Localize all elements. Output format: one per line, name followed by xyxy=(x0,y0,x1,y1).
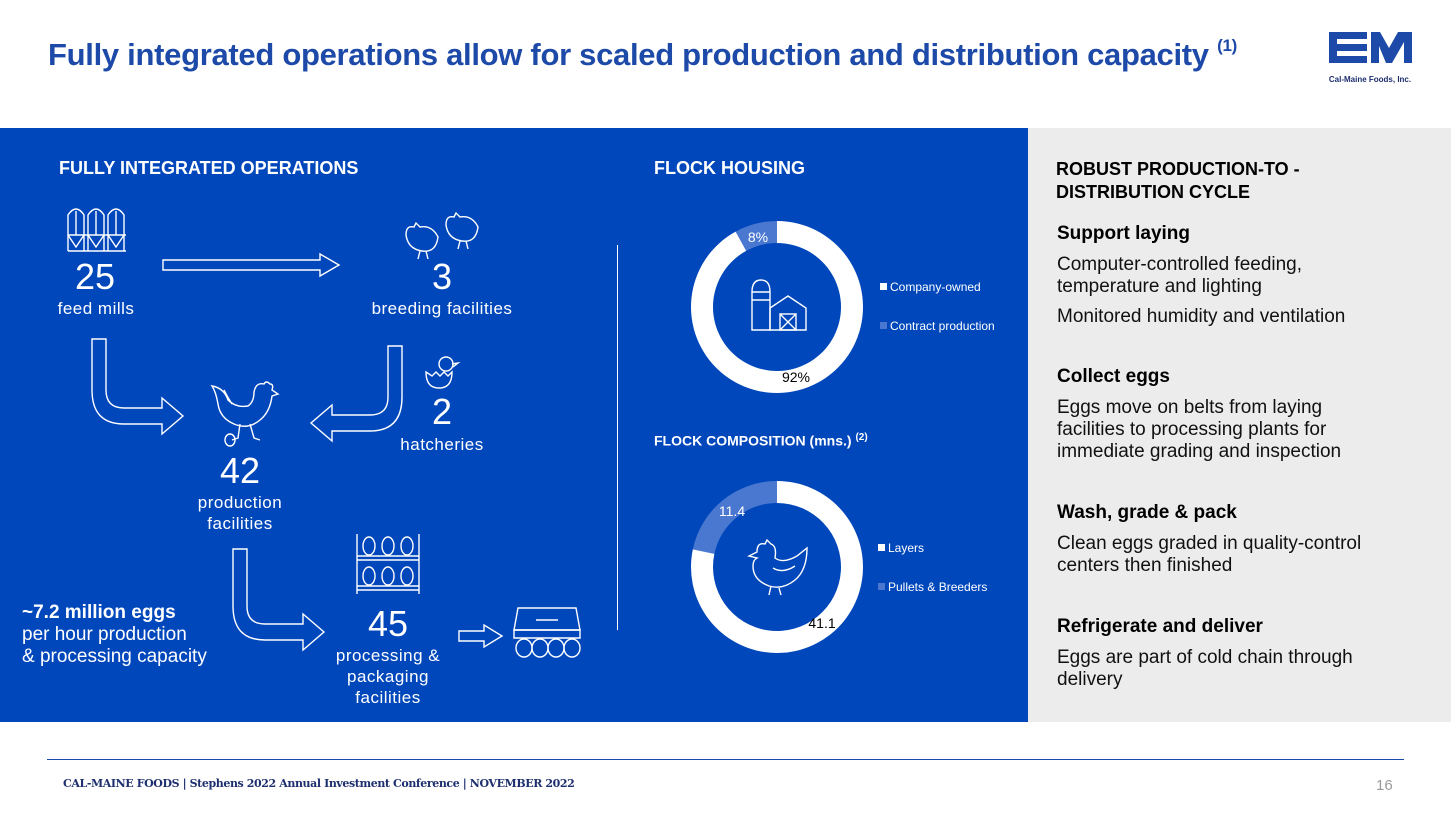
production-label-1: production xyxy=(197,493,283,512)
step-line: Computer-controlled feeding, xyxy=(1057,254,1303,275)
logo-text: Cal-Maine Foods, Inc. xyxy=(1328,75,1412,84)
composition-layers-value: 41.1 xyxy=(808,615,836,631)
step-line: temperature and lighting xyxy=(1057,276,1262,297)
step-line: facilities to processing plants for xyxy=(1057,419,1327,440)
step-line: Eggs are part of cold chain through xyxy=(1057,647,1353,668)
flock-composition-header: FLOCK COMPOSITION (mns.) (2) xyxy=(654,432,868,449)
step-line: Eggs move on belts from laying xyxy=(1057,397,1323,418)
step-line: immediate grading and inspection xyxy=(1057,441,1342,462)
curved-arrow-icon xyxy=(91,338,185,436)
egg-rack-icon xyxy=(356,534,420,594)
arrow-right-icon xyxy=(162,252,341,278)
legend-swatch xyxy=(880,322,887,329)
hen-icon xyxy=(746,538,808,596)
breeding-label: breeding facilities xyxy=(371,299,513,318)
arrow-right-small-icon xyxy=(458,623,504,649)
step-line: Monitored humidity and ventilation xyxy=(1057,306,1346,327)
curved-arrow-left-icon xyxy=(309,345,403,443)
egg-carton-icon xyxy=(513,607,581,658)
operations-panel xyxy=(0,128,1028,722)
step-title: Wash, grade & pack xyxy=(1057,502,1237,523)
footer-text: CAL-MAINE FOODS | Stephens 2022 Annual I… xyxy=(63,777,575,790)
step-line: centers then finished xyxy=(1057,555,1233,576)
breeding-count: 3 xyxy=(431,256,453,297)
cycle-step: Support laying Computer-controlled feedi… xyxy=(1057,223,1345,328)
page-number: 16 xyxy=(1376,777,1393,794)
step-title: Support laying xyxy=(1057,223,1190,244)
composition-legend-pullets: Pullets & Breeders xyxy=(878,580,987,594)
capacity-note: ~7.2 million eggs per hour production & … xyxy=(22,602,207,668)
composition-pullets-value: 11.4 xyxy=(718,503,746,519)
composition-legend-layers: Layers xyxy=(878,541,924,555)
cal-maine-logo xyxy=(1329,32,1412,63)
processing-label-1: processing & xyxy=(335,646,441,665)
rooster-icon xyxy=(210,381,280,447)
operations-header: FULLY INTEGRATED OPERATIONS xyxy=(59,158,359,178)
cycle-step: Collect eggs Eggs move on belts from lay… xyxy=(1057,366,1341,463)
processing-count: 45 xyxy=(367,603,409,644)
hatchling-icon xyxy=(425,356,461,389)
hatcheries-count: 2 xyxy=(431,391,453,432)
housing-legend-company: Company-owned xyxy=(880,280,981,294)
flock-housing-donut xyxy=(691,221,863,393)
legend-swatch xyxy=(880,283,887,290)
hatcheries-label: hatcheries xyxy=(400,435,484,454)
cycle-step: Wash, grade & pack Clean eggs graded in … xyxy=(1057,502,1361,577)
step-line: Clean eggs graded in quality-control xyxy=(1057,533,1362,554)
legend-swatch xyxy=(878,544,885,551)
housing-legend-contract: Contract production xyxy=(880,319,995,333)
feed-mills-count: 25 xyxy=(74,256,116,297)
step-title: Collect eggs xyxy=(1057,366,1170,387)
step-title: Refrigerate and deliver xyxy=(1057,616,1263,637)
cycle-step: Refrigerate and deliver Eggs are part of… xyxy=(1057,616,1353,691)
curved-arrow-processing-icon xyxy=(232,548,326,652)
step-line: delivery xyxy=(1057,669,1123,690)
donut-slice-contract-production xyxy=(735,221,777,251)
breeding-birds-icon xyxy=(405,211,479,260)
housing-contract-pct: 8% xyxy=(747,229,769,245)
cycle-panel xyxy=(1028,128,1451,722)
processing-label-3: facilities xyxy=(355,688,421,707)
feed-mills-label: feed mills xyxy=(57,299,135,318)
capacity-bold: ~7.2 million eggs xyxy=(22,602,176,623)
section-divider xyxy=(617,245,618,630)
processing-label-2: packaging xyxy=(346,667,429,686)
capacity-line-3: & processing capacity xyxy=(22,646,207,667)
barn-silo-icon xyxy=(751,279,807,331)
legend-swatch xyxy=(878,583,885,590)
footer-rule xyxy=(47,759,1404,760)
cycle-header: ROBUST PRODUCTION-TO - DISTRIBUTION CYCL… xyxy=(1056,159,1300,202)
feed-mill-icon xyxy=(67,208,126,252)
donut-slice-pullets-breeders xyxy=(692,481,777,554)
page-title: Fully integrated operations allow for sc… xyxy=(48,36,1237,72)
capacity-line-2: per hour production xyxy=(22,624,187,645)
title-footnote: (1) xyxy=(1217,36,1237,55)
production-label-2: facilities xyxy=(207,514,273,533)
flock-composition-donut xyxy=(691,481,863,653)
production-count: 42 xyxy=(219,450,261,491)
flock-housing-header: FLOCK HOUSING xyxy=(654,158,805,178)
housing-company-pct: 92% xyxy=(781,369,811,385)
